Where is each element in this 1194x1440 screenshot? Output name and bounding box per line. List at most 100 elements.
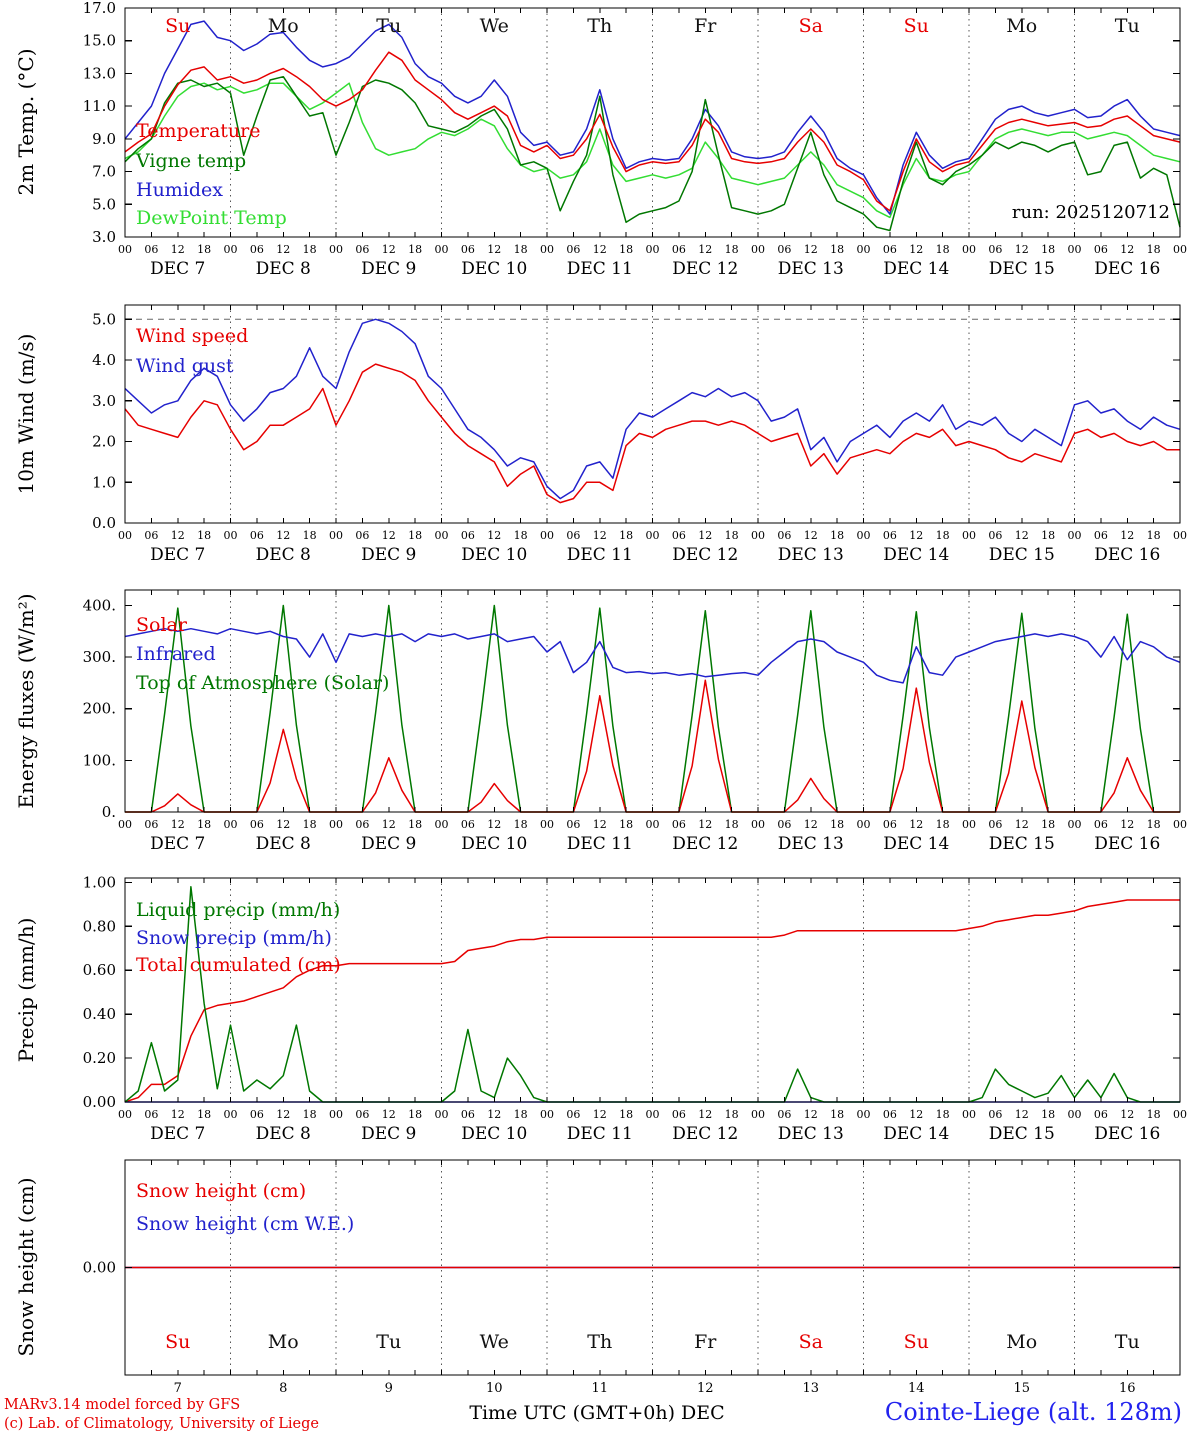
y-tick-label: 100. [83, 751, 116, 769]
x-axis-title: Time UTC (GMT+0h) DEC [469, 1402, 725, 1424]
hour-tick-label: 12 [382, 243, 396, 256]
hour-tick-label: 12 [909, 243, 923, 256]
y-tick-label: 400. [83, 596, 116, 614]
panel-frame-wind [124, 304, 1181, 524]
hour-tick-label: 18 [725, 818, 739, 831]
hour-tick-label: 06 [566, 243, 580, 256]
hour-tick-label: 00 [1173, 529, 1187, 542]
hour-tick-label: 06 [144, 243, 158, 256]
y-tick-label: 0.00 [83, 1093, 116, 1111]
hour-tick-label: 00 [540, 529, 554, 542]
hour-tick-label: 18 [619, 243, 633, 256]
day-name-top: Tu [1115, 15, 1140, 37]
y-tick-label: 3.0 [92, 392, 116, 410]
hour-tick-label: 18 [725, 1108, 739, 1121]
hour-tick-label: 06 [988, 818, 1002, 831]
hour-tick-label: 12 [276, 243, 290, 256]
date-label: DEC 16 [1094, 545, 1160, 565]
hour-tick-label: 00 [224, 818, 238, 831]
hour-tick-label: 00 [1068, 529, 1082, 542]
y-tick-label: 5.0 [92, 195, 116, 213]
hour-tick-label: 00 [118, 1108, 132, 1121]
hour-tick-label: 06 [883, 1108, 897, 1121]
hour-tick-label: 18 [514, 243, 528, 256]
hour-tick-label: 12 [804, 529, 818, 542]
hour-tick-label: 18 [619, 818, 633, 831]
hour-tick-label: 00 [857, 1108, 871, 1121]
day-number-label: 15 [1013, 1381, 1030, 1396]
model-credit: MARv3.14 model forced by GFS (c) Lab. of… [4, 1396, 319, 1434]
hour-tick-label: 06 [250, 1108, 264, 1121]
hour-tick-label: 18 [936, 243, 950, 256]
hour-tick-label: 12 [276, 818, 290, 831]
day-number-label: 12 [697, 1381, 714, 1396]
series-humidex [124, 20, 1181, 215]
y-tick-label: 0. [102, 803, 116, 821]
hour-tick-label: 00 [857, 529, 871, 542]
hour-tick-label: 12 [909, 1108, 923, 1121]
hour-tick-label: 18 [1041, 818, 1055, 831]
hour-tick-label: 18 [725, 243, 739, 256]
hour-tick-label: 00 [329, 818, 343, 831]
hour-tick-label: 18 [197, 529, 211, 542]
date-label: DEC 16 [1094, 259, 1160, 279]
hour-tick-label: 12 [1015, 818, 1029, 831]
day-number-label: 16 [1119, 1381, 1136, 1396]
date-label: DEC 8 [256, 1124, 311, 1144]
day-name-top: We [480, 15, 509, 37]
hour-tick-label: 06 [355, 818, 369, 831]
hour-tick-label: 12 [1120, 818, 1134, 831]
legend-humidex: Humidex [136, 179, 224, 201]
date-label: DEC 15 [989, 545, 1055, 565]
hour-tick-label: 18 [303, 818, 317, 831]
hour-tick-label: 06 [1094, 243, 1108, 256]
y-tick-label: 17.0 [83, 0, 116, 17]
date-label: DEC 15 [989, 259, 1055, 279]
hour-tick-label: 00 [1173, 243, 1187, 256]
hour-tick-label: 00 [224, 529, 238, 542]
hour-tick-label: 06 [777, 818, 791, 831]
date-label: DEC 11 [567, 834, 633, 854]
y-tick-label: 200. [83, 700, 116, 718]
hour-tick-label: 00 [329, 1108, 343, 1121]
hour-tick-label: 12 [1120, 1108, 1134, 1121]
day-name-top: Mo [268, 15, 299, 37]
date-label: DEC 7 [150, 545, 205, 565]
hour-tick-label: 00 [1173, 818, 1187, 831]
hour-tick-label: 00 [118, 529, 132, 542]
day-name-bottom: Mo [268, 1331, 299, 1353]
hour-tick-label: 00 [857, 818, 871, 831]
y-tick-label: 9.0 [92, 130, 116, 148]
date-label: DEC 9 [361, 834, 416, 854]
y-axis-title-snow: Snow height (cm) [14, 1177, 38, 1357]
legend-wind-speed: Wind speed [136, 325, 249, 347]
hour-tick-label: 06 [461, 1108, 475, 1121]
hour-tick-label: 00 [540, 818, 554, 831]
date-label: DEC 15 [989, 1124, 1055, 1144]
hour-tick-label: 12 [1015, 243, 1029, 256]
legend-infrared: Infrared [136, 643, 216, 665]
date-label: DEC 12 [672, 259, 738, 279]
hour-tick-label: 12 [1120, 243, 1134, 256]
hour-tick-label: 18 [725, 529, 739, 542]
y-axis-title-wind: 10m Wind (m/s) [14, 333, 38, 495]
hour-tick-label: 06 [250, 243, 264, 256]
hour-tick-label: 12 [1015, 1108, 1029, 1121]
hour-tick-label: 06 [144, 1108, 158, 1121]
series-infrared [124, 627, 1181, 684]
hour-tick-label: 06 [461, 243, 475, 256]
day-number-label: 10 [486, 1381, 503, 1396]
y-tick-label: 7.0 [92, 163, 116, 181]
y-tick-label: 0.0 [92, 514, 116, 532]
hour-tick-label: 12 [804, 1108, 818, 1121]
y-tick-label: 0.00 [83, 1259, 116, 1277]
hour-tick-label: 18 [408, 529, 422, 542]
hour-tick-label: 18 [830, 1108, 844, 1121]
hour-tick-label: 12 [276, 1108, 290, 1121]
legend-dewpoint-temp: DewPoint Temp [136, 207, 287, 229]
series-temperature [124, 51, 1181, 212]
day-name-top: Su [165, 15, 190, 37]
hour-tick-label: 12 [487, 1108, 501, 1121]
hour-tick-label: 12 [171, 818, 185, 831]
